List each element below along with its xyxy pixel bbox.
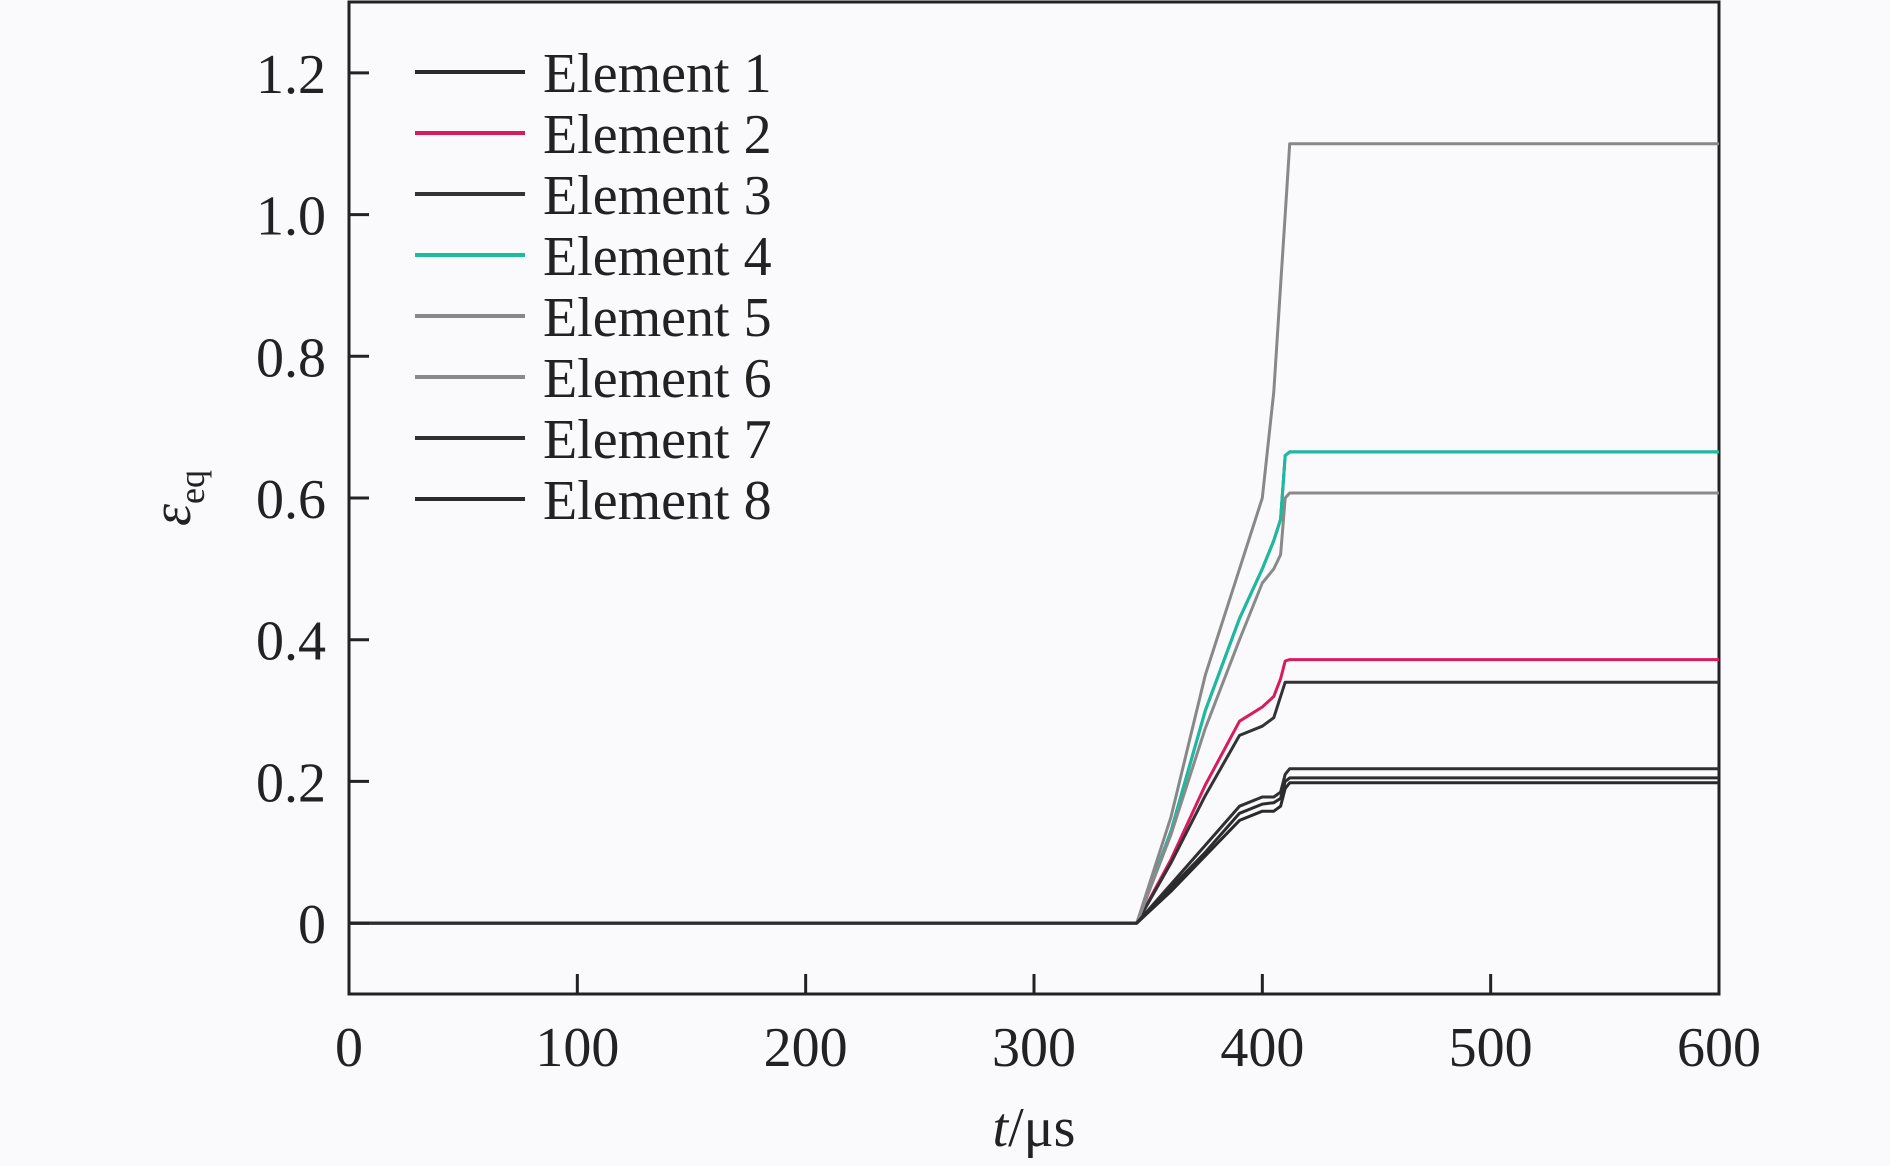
legend-label: Element 5 [543,287,772,349]
y-axis-title: εeq [141,470,212,526]
legend-label: Element 2 [543,104,772,166]
legend-label: Element 4 [543,226,772,288]
x-tick-label: 500 [1449,1017,1533,1079]
series-line-8 [349,776,1719,925]
series-line-7 [349,767,1719,925]
plot-area [347,0,1721,996]
series-line-3 [349,680,1719,925]
y-axis-subscript: eq [172,470,212,504]
x-axis-title: t/μs [993,1097,1076,1159]
tick-layer: 0 100 200 300 400 500 600 0 0.2 0.4 0.6 0.8 1.0 1.2 [256,44,1761,1079]
legend-label: Element 3 [543,165,772,227]
series-line-1 [349,781,1719,925]
y-tick-label: 0 [298,894,326,956]
legend-label: Element 1 [543,43,772,105]
series-line-6 [349,491,1719,925]
x-tick-label: 200 [764,1017,848,1079]
legend-label: Element 7 [543,409,772,471]
legend-label: Element 6 [543,348,772,410]
y-axis-variable: ε [141,503,203,526]
x-tick-label: 400 [1220,1017,1304,1079]
series-layer [349,142,1719,925]
y-tick-label: 0.4 [256,611,326,673]
series-line-5 [349,142,1719,925]
x-tick-label: 100 [535,1017,619,1079]
x-tick-label: 600 [1677,1017,1761,1079]
y-tick-label: 0.8 [256,327,326,389]
x-axis-unit: /μs [1008,1097,1075,1159]
legend-label: Element 8 [543,470,772,532]
x-tick-label: 300 [992,1017,1076,1079]
x-axis-variable: t [993,1097,1010,1159]
y-tick-label: 1.2 [256,44,326,106]
y-tick-label: 1.0 [256,186,326,248]
x-tick-label: 0 [335,1017,363,1079]
y-tick-label: 0.2 [256,752,326,814]
y-tick-label: 0.6 [256,469,326,531]
